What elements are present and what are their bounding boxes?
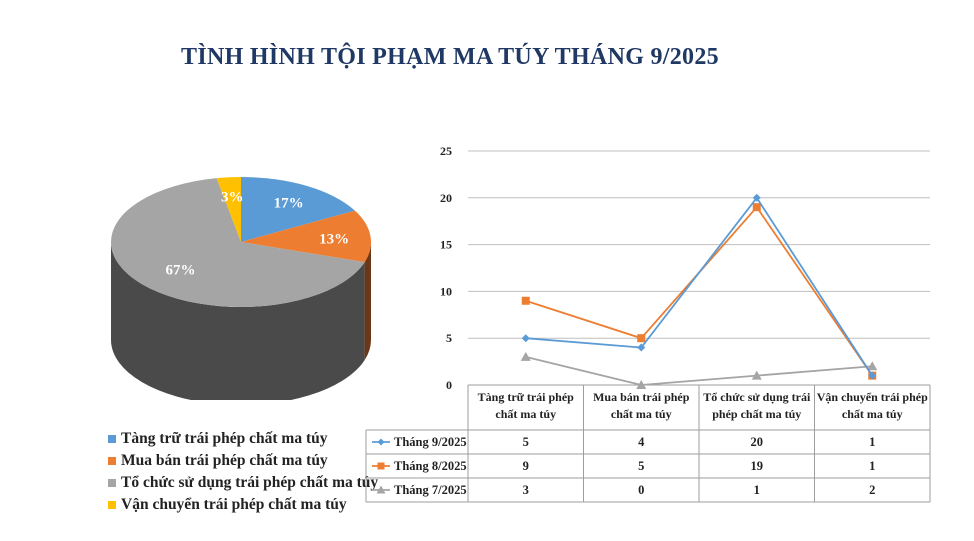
pie-slice-label: 13% (319, 232, 349, 248)
table-cell-value: 0 (638, 483, 644, 497)
legend-item: Tàng trữ trái phép chất ma túy (108, 428, 378, 450)
pie-slice-side (111, 242, 365, 400)
table-cell-value: 1 (869, 459, 875, 473)
series-line (525, 196, 874, 377)
category-label: Mua bán trái phép (593, 390, 690, 404)
data-point (636, 380, 647, 389)
legend-item: Tổ chức sử dụng trái phép chất ma túy (108, 472, 378, 494)
category-label: chất ma túy (842, 407, 903, 421)
category-label: phép chất ma túy (712, 407, 801, 421)
category-label: Tổ chức sử dụng trái (703, 390, 811, 404)
data-point (520, 351, 531, 361)
legend-label: Mua bán trái phép chất ma túy (121, 452, 328, 469)
data-point (377, 438, 385, 446)
table-cell-value: 5 (523, 435, 529, 449)
legend-item: Mua bán trái phép chất ma túy (108, 450, 378, 472)
table-cell-value: 3 (523, 483, 529, 497)
legend-swatch (108, 435, 116, 443)
table-cell-value: 5 (638, 459, 644, 473)
data-point (637, 343, 646, 352)
data-point (376, 485, 386, 494)
pie-slice (241, 210, 371, 263)
category-label: chất ma túy (611, 407, 672, 421)
data-point (377, 462, 385, 470)
pie-slice-side (364, 242, 371, 361)
pie-slice-label: 3% (221, 189, 244, 205)
series-name: Tháng 9/2025 (394, 435, 467, 449)
pie-slice-label: 67% (166, 263, 196, 279)
pie-slice (111, 178, 365, 307)
y-tick-label: 10 (440, 284, 452, 298)
series-name: Tháng 7/2025 (394, 483, 467, 497)
data-point (868, 371, 877, 380)
data-point (751, 370, 762, 380)
y-tick-label: 0 (446, 378, 452, 392)
legend-swatch (108, 457, 116, 465)
series-name: Tháng 8/2025 (394, 459, 467, 473)
legend-swatch (108, 479, 116, 487)
table-cell-value: 20 (751, 435, 764, 449)
table-cell-value: 1 (869, 435, 875, 449)
table-cell-value: 4 (638, 435, 645, 449)
series-line (525, 356, 873, 386)
legend-item: Vận chuyển trái phép chất ma túy (108, 494, 378, 516)
table-cell-value: 9 (523, 459, 529, 473)
data-point (521, 296, 530, 305)
legend-label: Tổ chức sử dụng trái phép chất ma túy (121, 474, 379, 491)
pie-slice (216, 177, 241, 242)
y-tick-label: 15 (440, 238, 452, 252)
pie-slice (241, 177, 355, 242)
pie-chart: 17% 13% 67% 3% (111, 177, 371, 400)
data-point (752, 193, 761, 202)
data-point (637, 334, 646, 343)
data-point (521, 334, 530, 343)
category-label: Tàng trữ trái phép (478, 390, 575, 404)
page-title: TÌNH HÌNH TỘI PHẠM MA TÚY THÁNG 9/2025 (181, 44, 719, 70)
pie-legend: Tàng trữ trái phép chất ma túy Mua bán tr… (108, 428, 378, 516)
legend-label: Vận chuyển trái phép chất ma túy (121, 496, 347, 513)
table-cell-value: 1 (754, 483, 760, 497)
table-cell-value: 2 (869, 483, 875, 497)
pie-slice-label: 17% (274, 196, 304, 212)
data-point (867, 361, 878, 371)
legend-swatch (108, 501, 116, 509)
y-tick-label: 25 (440, 144, 452, 158)
y-tick-label: 20 (440, 191, 452, 205)
category-label: Vận chuyển trái phép (817, 390, 928, 404)
y-tick-label: 5 (446, 331, 452, 345)
data-point (752, 203, 761, 212)
category-label: chất ma túy (495, 407, 556, 421)
table-cell-value: 19 (751, 459, 764, 473)
legend-label: Tàng trữ trái phép chất ma túy (121, 430, 328, 447)
